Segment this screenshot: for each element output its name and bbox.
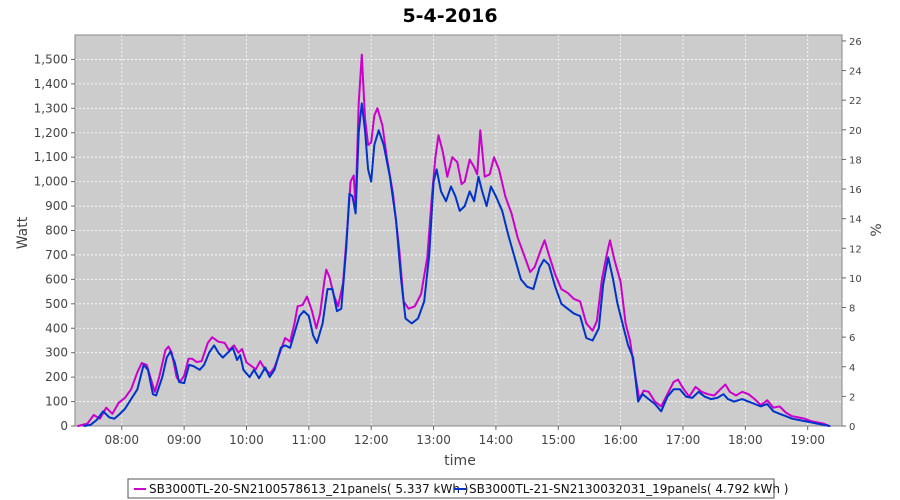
- x-tick-label: 09:00: [167, 433, 202, 447]
- legend-box: [127, 478, 775, 499]
- y2-tick-label: 12: [849, 244, 862, 255]
- y-axis-label: Watt: [15, 216, 31, 249]
- legend-entry-series-2: SB3000TL-21-SN2130032031_19panels( 4.792…: [469, 482, 788, 496]
- y2-tick-label: 8: [849, 304, 855, 315]
- y-tick-label: 700: [45, 248, 68, 262]
- y2-tick-label: 26: [849, 37, 862, 48]
- x-tick-label: 08:00: [104, 433, 139, 447]
- y2-tick-label: 0: [849, 422, 855, 433]
- x-tick-label: 13:00: [416, 433, 451, 447]
- x-tick-label: 16:00: [603, 433, 638, 447]
- y-tick-label: 1,000: [34, 175, 68, 189]
- y-tick-label: 900: [45, 199, 68, 213]
- y-axis-ticks: 0 100 200 300 400 500 600 700 800 900 1,000 1,100 1,…: [34, 52, 75, 433]
- y-tick-label: 500: [45, 297, 68, 311]
- y2-tick-label: 18: [849, 155, 862, 166]
- legend: SB3000TL-20-SN2100578613_21panels( 5.337…: [127, 478, 788, 499]
- x-tick-label: 12:00: [354, 433, 389, 447]
- y2-tick-label: 16: [849, 185, 862, 196]
- x-tick-label: 17:00: [666, 433, 701, 447]
- series-line-2: [83, 102, 831, 427]
- y-tick-label: 1,400: [34, 77, 68, 91]
- y2-tick-label: 10: [849, 274, 862, 285]
- legend-entry-series-1: SB3000TL-20-SN2100578613_21panels( 5.337…: [149, 482, 468, 496]
- y-tick-label: 1,200: [34, 126, 68, 140]
- y-tick-label: 1,500: [34, 52, 68, 66]
- grid-lines: [75, 35, 842, 427]
- series-layer: [77, 53, 831, 427]
- y-tick-label: 600: [45, 272, 68, 286]
- y-tick-label: 1,300: [34, 101, 68, 115]
- y2-axis-label: %: [869, 223, 885, 236]
- y-tick-label: 0: [60, 419, 68, 433]
- y2-tick-label: 6: [849, 333, 855, 344]
- y-tick-label: 1,100: [34, 150, 68, 164]
- y-tick-label: 800: [45, 224, 68, 238]
- y-tick-label: 400: [45, 321, 68, 335]
- y2-tick-label: 22: [849, 96, 862, 107]
- y2-tick-label: 4: [849, 363, 855, 374]
- plot-area: [74, 34, 843, 427]
- y2-tick-label: 14: [849, 215, 862, 226]
- y-tick-label: 300: [45, 346, 68, 360]
- y2-tick-label: 24: [849, 67, 862, 78]
- x-axis-label: time: [444, 453, 476, 469]
- x-tick-label: 18:00: [728, 433, 763, 447]
- y2-tick-label: 2: [849, 392, 855, 403]
- x-tick-label: 11:00: [292, 433, 327, 447]
- x-tick-label: 14:00: [479, 433, 514, 447]
- series-line-1: [77, 53, 831, 427]
- x-tick-label: 15:00: [541, 433, 576, 447]
- chart-title: 5-4-2016: [402, 5, 497, 27]
- y-tick-label: 100: [45, 395, 68, 409]
- y2-tick-label: 20: [849, 126, 862, 137]
- y-tick-label: 200: [45, 370, 68, 384]
- x-tick-label: 19:00: [790, 433, 825, 447]
- x-axis-ticks: 08:00 09:00 10:00 11:00 12:00 13:00 14:00 15:00…: [104, 426, 825, 447]
- x-tick-label: 10:00: [229, 433, 264, 447]
